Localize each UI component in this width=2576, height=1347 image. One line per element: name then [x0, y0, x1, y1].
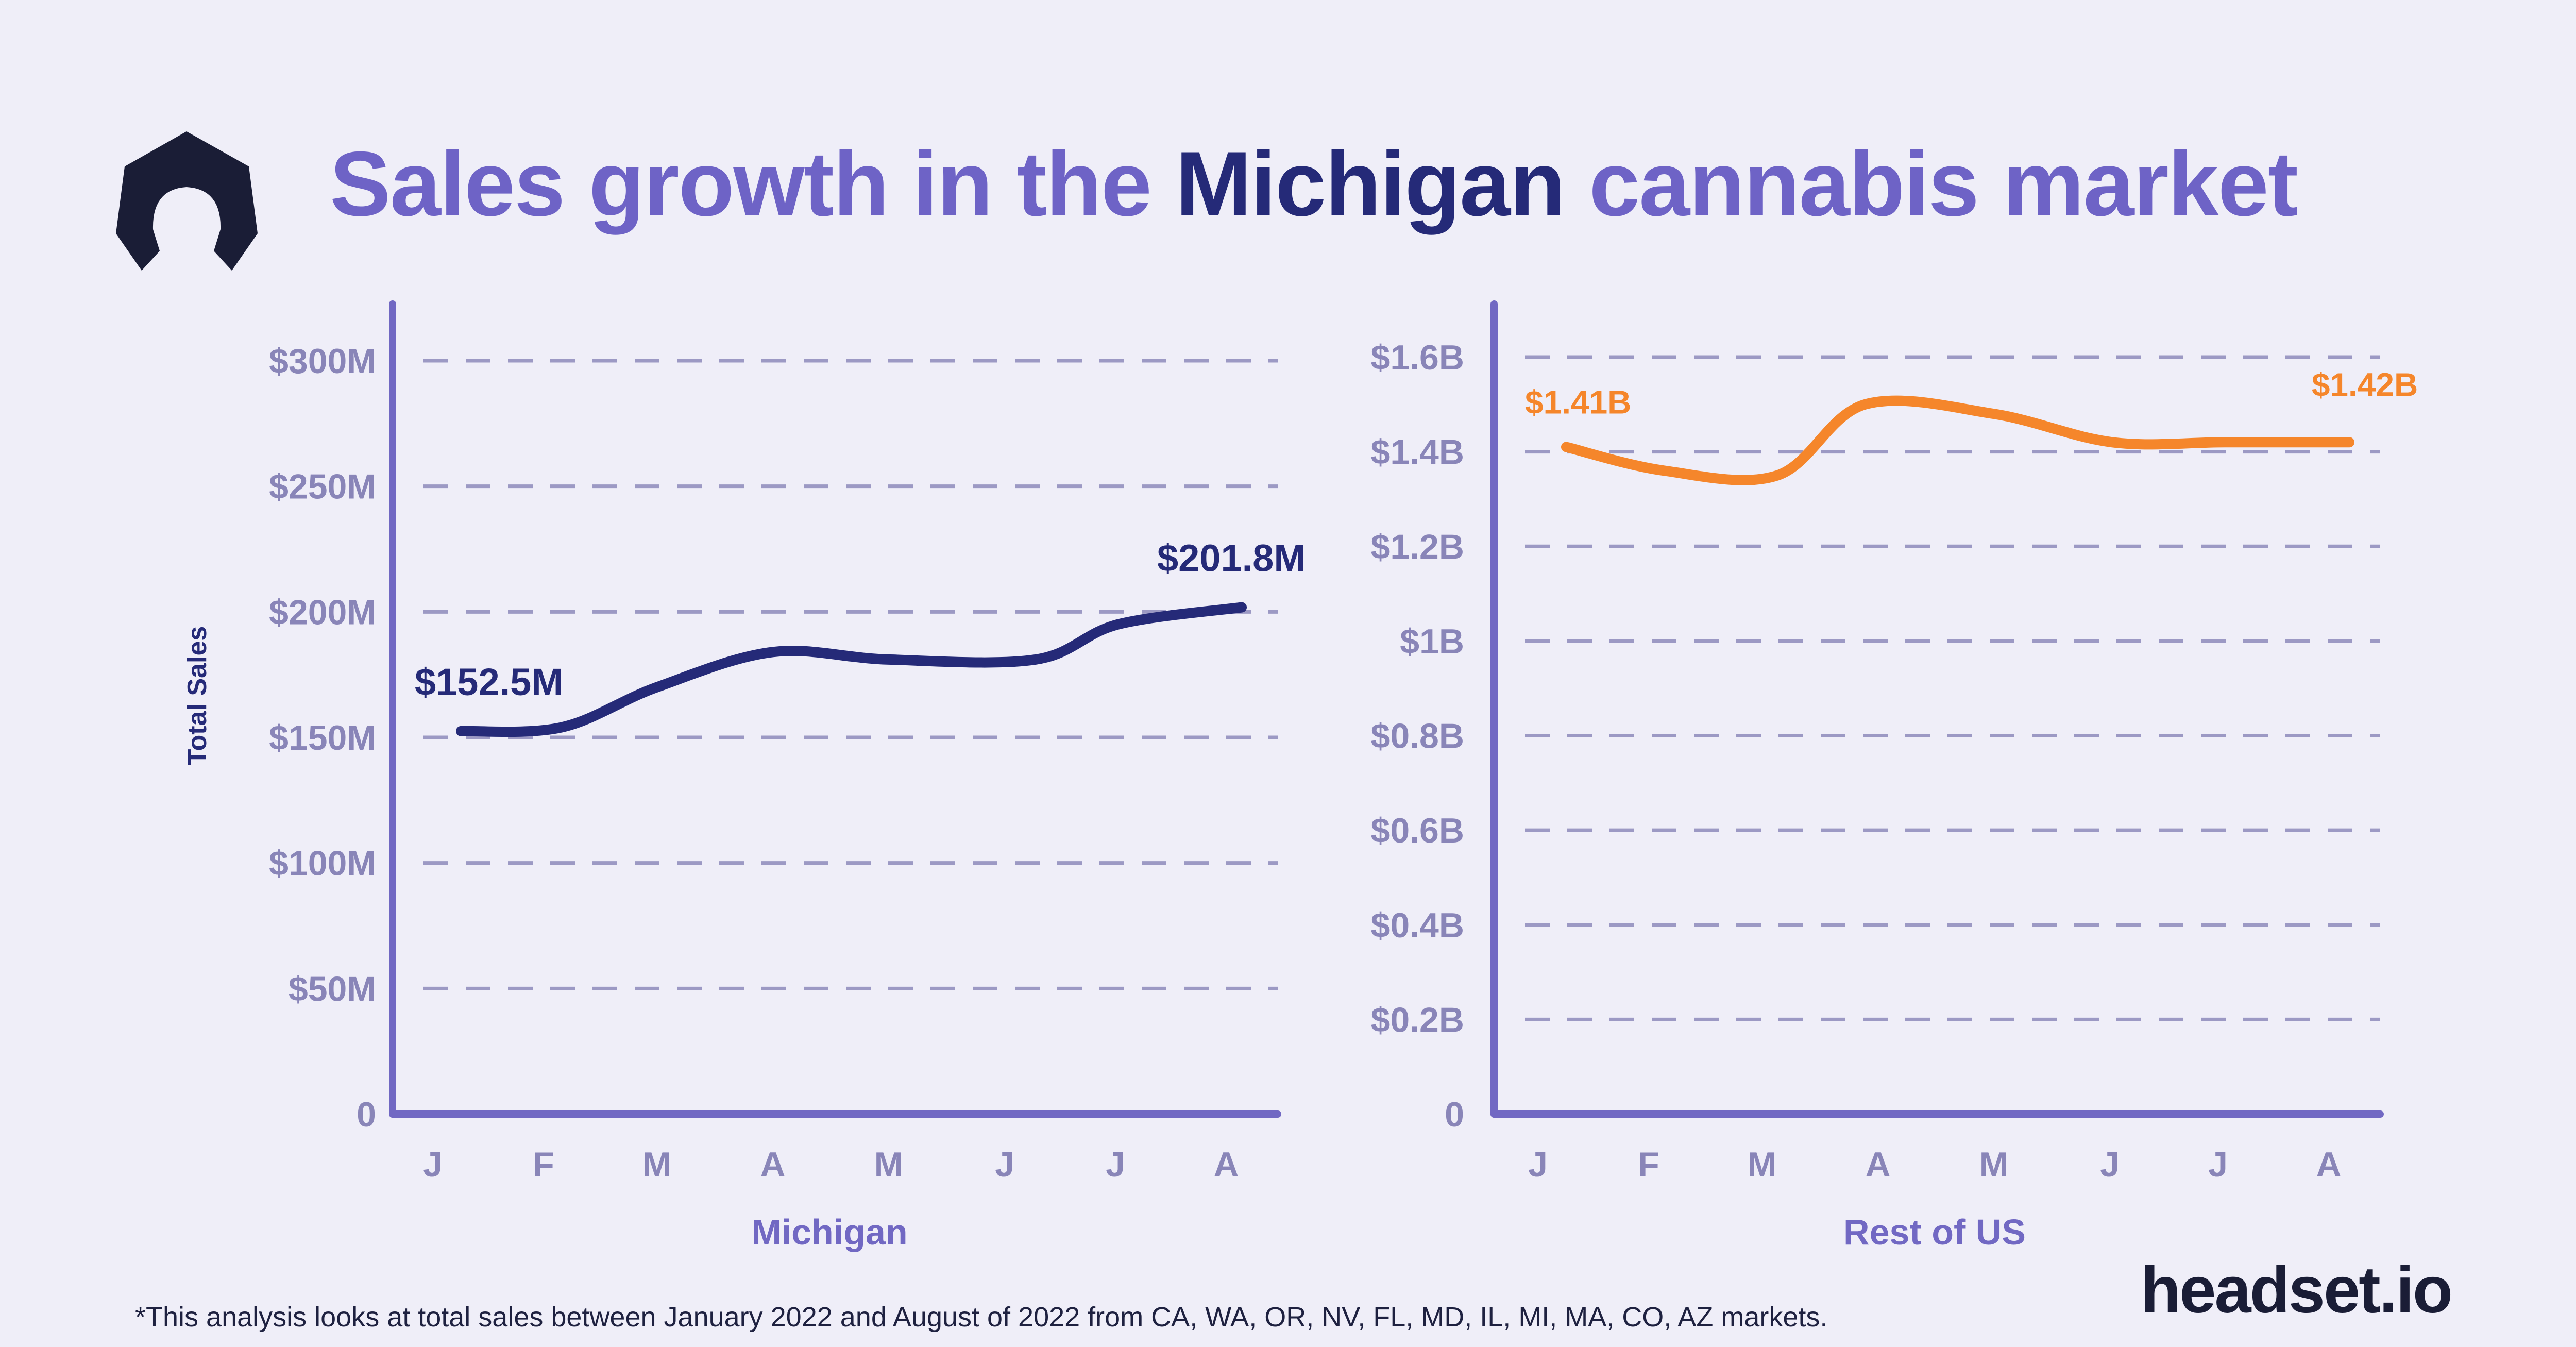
series-line — [456, 602, 1247, 737]
y-tick-label: $300M — [269, 342, 376, 381]
y-tick-label: $0.6B — [1371, 811, 1464, 850]
y-tick-label: $250M — [269, 467, 376, 507]
brand-wordmark: headset.io — [2141, 1253, 2453, 1327]
y-axis-title: Total Sales — [182, 626, 212, 766]
y-tick-label: $50M — [289, 969, 376, 1008]
y-tick-label: $1.4B — [1371, 433, 1464, 472]
x-tick-label: F — [1638, 1145, 1659, 1184]
y-tick-label: $0.8B — [1371, 717, 1464, 756]
x-tick-label: J — [2100, 1145, 2120, 1184]
y-tick-label: $0.2B — [1371, 1000, 1464, 1039]
y-tick-label: $1.6B — [1371, 338, 1464, 377]
x-tick-label: M — [1979, 1145, 2009, 1184]
x-tick-label: A — [2316, 1145, 2341, 1184]
data-label: $152.5M — [415, 661, 563, 703]
x-tick-label: A — [760, 1145, 785, 1184]
title-part-1: Sales growth in the — [330, 132, 1176, 235]
y-tick-label: $100M — [269, 844, 376, 883]
x-tick-label: J — [995, 1145, 1014, 1184]
x-tick-label: J — [423, 1145, 443, 1184]
y-tick-label: 0 — [1445, 1095, 1464, 1134]
x-tick-label: F — [533, 1145, 554, 1184]
y-tick-label: $150M — [269, 718, 376, 757]
y-tick-label: $200M — [269, 593, 376, 632]
title-part-2: cannabis market — [1564, 132, 2298, 235]
x-tick-label: A — [1213, 1145, 1239, 1184]
title-highlight: Michigan — [1175, 132, 1565, 235]
series-line — [1561, 395, 2354, 485]
x-tick-label: A — [1865, 1145, 1890, 1184]
data-label: $1.41B — [1525, 383, 1631, 420]
y-tick-label: $0.4B — [1371, 906, 1464, 945]
headset-logo-icon — [116, 131, 258, 271]
y-tick-label: $1.2B — [1371, 527, 1464, 566]
y-tick-label: $1B — [1400, 622, 1464, 661]
page-title: Sales growth in the Michigan cannabis ma… — [330, 138, 2298, 230]
x-tick-label: J — [1528, 1145, 1548, 1184]
footnote: *This analysis looks at total sales betw… — [135, 1302, 1828, 1333]
x-tick-label: J — [1106, 1145, 1125, 1184]
y-tick-label: 0 — [357, 1095, 376, 1134]
x-tick-label: M — [1748, 1145, 1777, 1184]
x-axis-title: Michigan — [751, 1212, 907, 1252]
x-tick-label: J — [2208, 1145, 2228, 1184]
data-label: $1.42B — [2312, 366, 2418, 403]
data-label: $201.8M — [1157, 537, 1306, 580]
x-axis-title: Rest of US — [1843, 1212, 2026, 1252]
x-tick-label: M — [642, 1145, 672, 1184]
x-tick-label: M — [874, 1145, 904, 1184]
